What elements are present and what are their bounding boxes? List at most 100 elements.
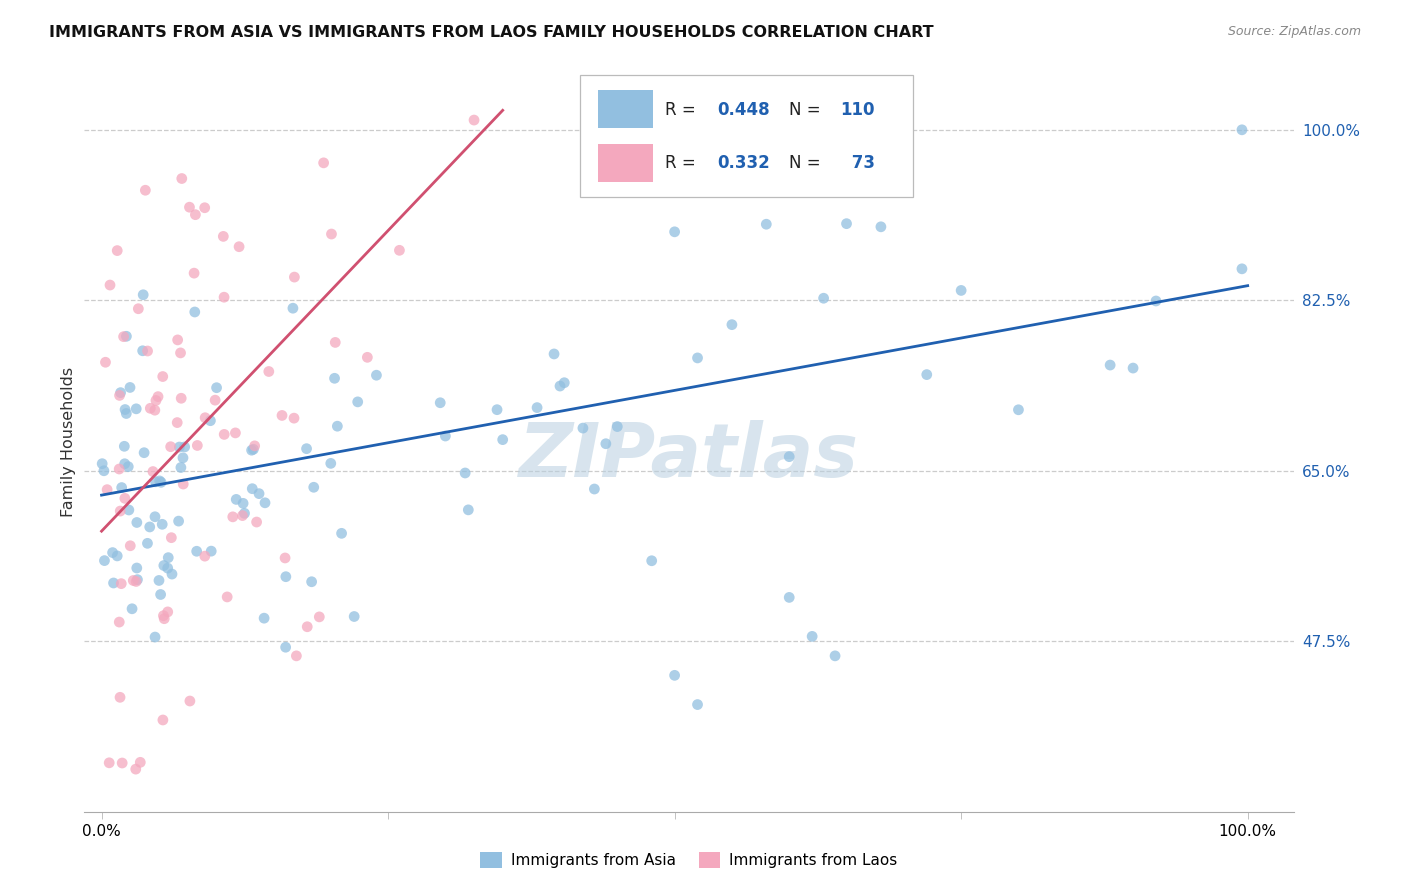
Point <box>454 466 477 480</box>
Point <box>114 491 136 506</box>
Point <box>138 520 160 534</box>
Point <box>186 544 208 558</box>
Point <box>167 514 190 528</box>
Text: R =: R = <box>665 101 700 119</box>
Point <box>755 217 778 231</box>
Point <box>194 410 217 425</box>
Point <box>93 553 115 567</box>
Point <box>228 240 250 254</box>
Point <box>145 393 167 408</box>
Point <box>1144 293 1167 308</box>
Point <box>143 630 166 644</box>
Point <box>173 440 195 454</box>
Point <box>1122 361 1144 376</box>
Point <box>145 475 167 489</box>
Point <box>253 496 276 510</box>
Point <box>160 531 183 545</box>
Point <box>186 438 208 452</box>
Point <box>157 550 180 565</box>
Point <box>136 536 159 550</box>
Point <box>429 396 451 410</box>
Point <box>183 266 205 280</box>
Point <box>246 515 269 529</box>
Point <box>118 380 141 394</box>
Point <box>122 574 145 588</box>
Point <box>115 407 138 421</box>
Point <box>170 171 193 186</box>
Point <box>274 640 297 655</box>
Text: 0.332: 0.332 <box>717 153 769 171</box>
Text: IMMIGRANTS FROM ASIA VS IMMIGRANTS FROM LAOS FAMILY HOUSEHOLDS CORRELATION CHART: IMMIGRANTS FROM ASIA VS IMMIGRANTS FROM … <box>49 25 934 40</box>
Point <box>323 335 346 350</box>
Point <box>283 270 305 285</box>
Point <box>132 446 155 460</box>
Point <box>1099 358 1122 372</box>
Point <box>366 368 388 383</box>
Point <box>870 219 893 234</box>
Point <box>813 291 835 305</box>
Text: N =: N = <box>789 101 827 119</box>
Point <box>297 620 319 634</box>
Point <box>308 610 330 624</box>
Point <box>330 526 353 541</box>
Point <box>131 343 153 358</box>
Point <box>149 587 172 601</box>
Point <box>172 450 194 465</box>
Point <box>194 201 217 215</box>
Point <box>312 156 335 170</box>
Point <box>434 429 457 443</box>
Point <box>134 183 156 197</box>
Text: 73: 73 <box>846 153 875 171</box>
Point <box>212 290 235 304</box>
Point <box>686 351 709 365</box>
Point <box>108 690 131 705</box>
Point <box>115 329 138 343</box>
Point <box>356 351 378 365</box>
Point <box>121 601 143 615</box>
Point <box>127 573 149 587</box>
Point <box>778 450 800 464</box>
Point <box>212 229 235 244</box>
Point <box>139 401 162 416</box>
Point <box>240 443 263 458</box>
Point <box>143 509 166 524</box>
Point <box>153 558 176 573</box>
Point <box>232 496 254 510</box>
Point <box>93 464 115 478</box>
Point <box>321 227 343 241</box>
Point <box>243 439 266 453</box>
Point <box>148 574 170 588</box>
Point <box>101 545 124 559</box>
Point <box>132 287 155 301</box>
Point <box>281 301 304 316</box>
Point <box>583 482 606 496</box>
Point <box>224 425 246 440</box>
Point <box>526 401 548 415</box>
Point <box>143 403 166 417</box>
Point <box>152 608 174 623</box>
Point <box>346 395 368 409</box>
Point <box>125 574 148 589</box>
Point <box>96 483 118 497</box>
Point <box>129 756 152 770</box>
Point <box>105 549 128 563</box>
Point <box>110 504 132 518</box>
Point <box>301 574 323 589</box>
Point <box>111 756 134 770</box>
Point <box>94 355 117 369</box>
Point <box>835 217 858 231</box>
Point <box>103 576 125 591</box>
Point <box>271 409 294 423</box>
Bar <box>599 145 652 182</box>
Text: Source: ZipAtlas.com: Source: ZipAtlas.com <box>1227 25 1361 38</box>
Point <box>112 439 135 453</box>
Point <box>125 561 148 575</box>
Point <box>169 346 191 360</box>
Legend: Immigrants from Asia, Immigrants from Laos: Immigrants from Asia, Immigrants from La… <box>474 847 904 874</box>
Point <box>572 421 595 435</box>
Point <box>169 440 191 454</box>
Point <box>664 668 686 682</box>
Point <box>463 113 485 128</box>
Point <box>125 401 148 416</box>
Point <box>156 605 179 619</box>
